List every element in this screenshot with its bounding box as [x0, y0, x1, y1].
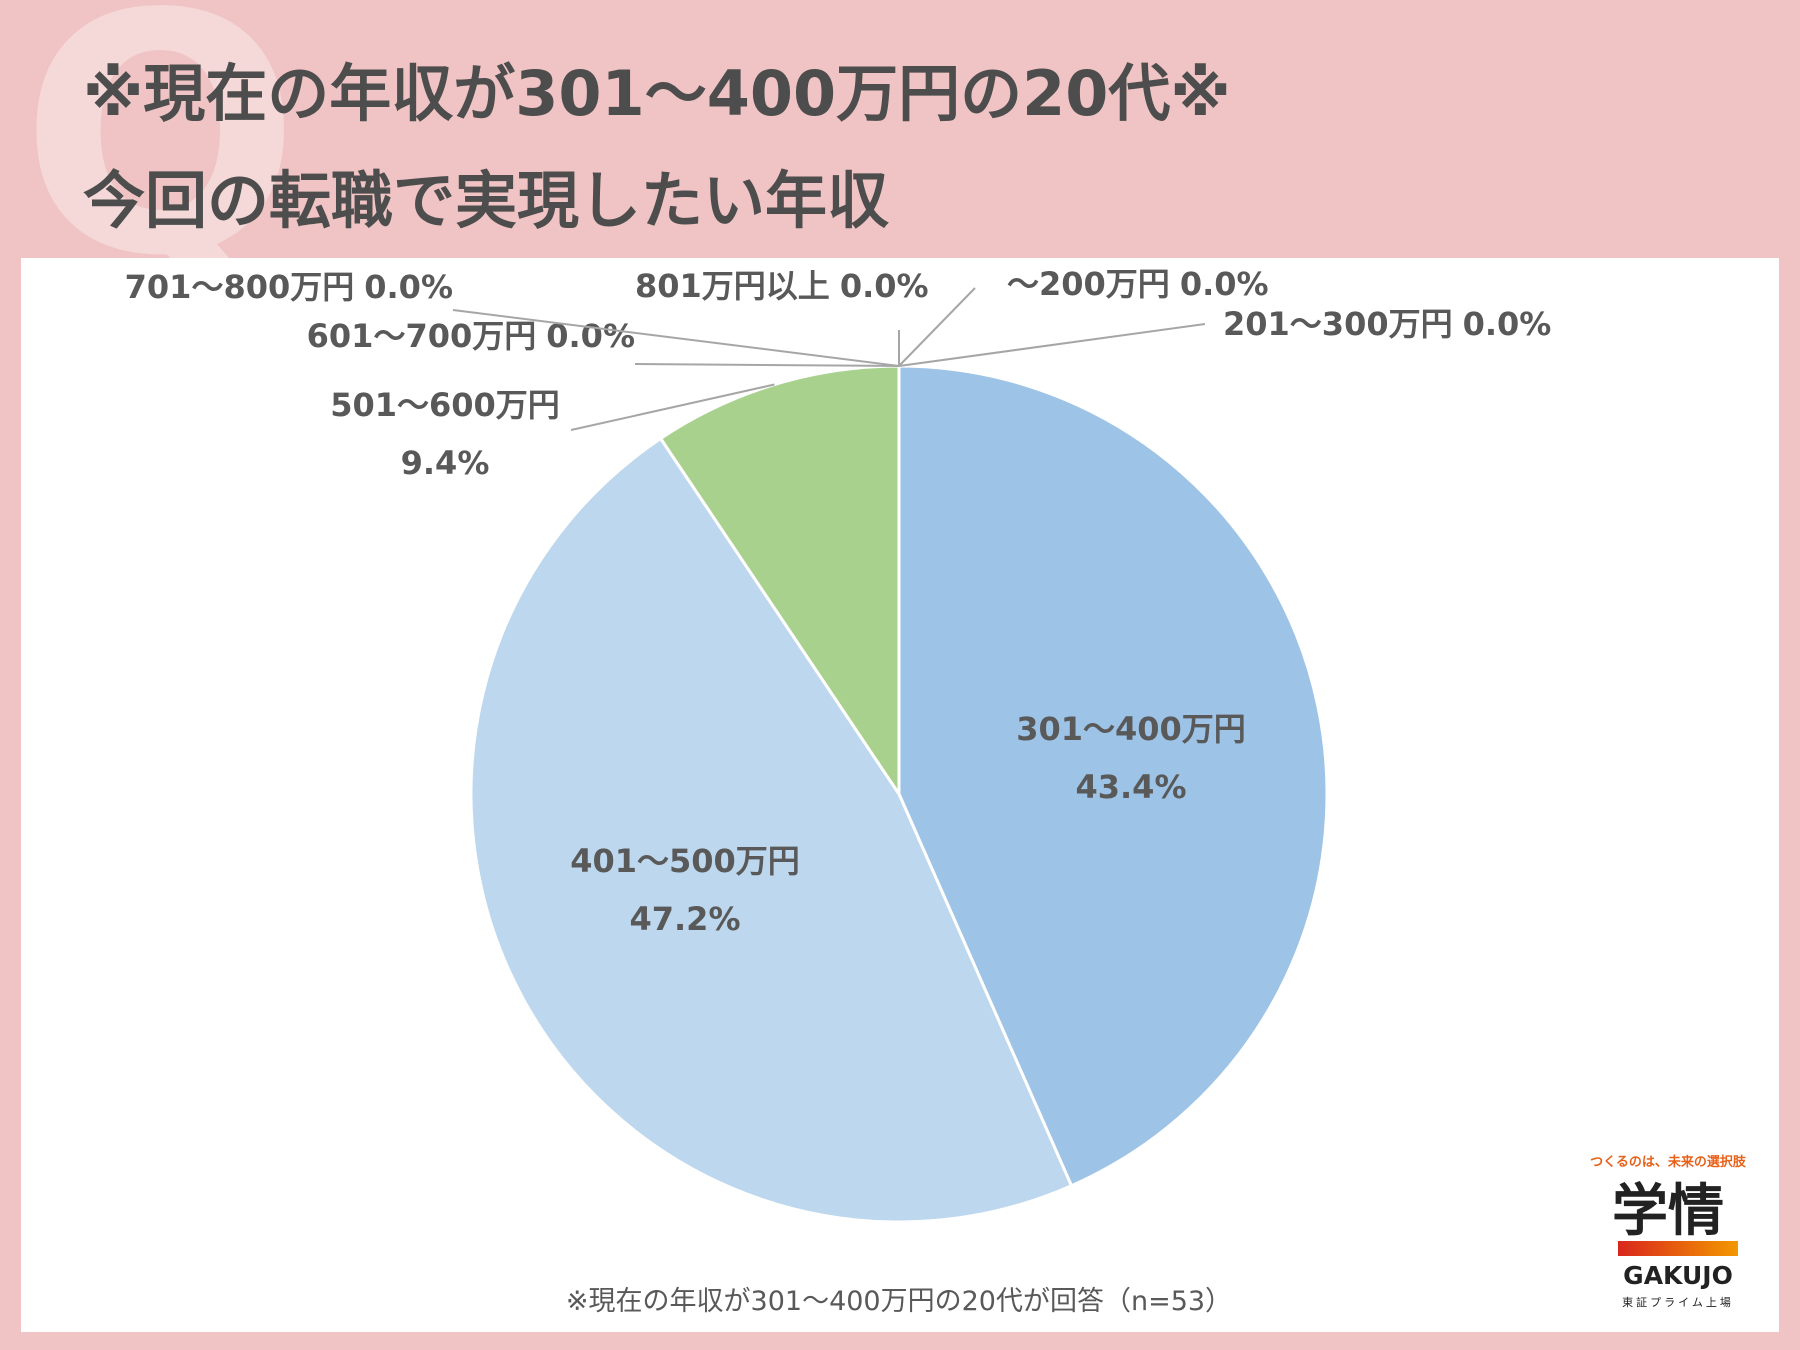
- value-label: 0.0%: [364, 268, 453, 306]
- category: 201～300万円: [1223, 305, 1453, 343]
- slice-label: 601～700万円 0.0%: [307, 317, 635, 355]
- slice-label: 501～600万円: [330, 386, 560, 424]
- value-label: 0.0%: [840, 267, 929, 305]
- logo-listing: 東証プライム上場: [1622, 1296, 1734, 1309]
- category: ～200万円: [1007, 265, 1170, 303]
- logo-bar: [1618, 1241, 1738, 1256]
- note: ※現在の年収が301～400万円の20代が回答（n=53）: [566, 1286, 1232, 1317]
- value-label: 43.4%: [1075, 768, 1186, 806]
- leader-line: [570, 383, 775, 431]
- logo-tagline: つくるのは、未来の選択肢: [1590, 1154, 1747, 1170]
- title: ※現在の年収が301～400万円の20代※: [83, 57, 1231, 130]
- value-label: 0.0%: [1463, 305, 1552, 343]
- title: 今回の転職で実現したい年収: [83, 164, 889, 237]
- pie-slice: [469, 436, 1074, 1224]
- slice-label: 201～300万円 0.0%: [1223, 305, 1551, 343]
- slice-label: 401～500万円: [570, 842, 800, 880]
- slice-label: 801万円以上 0.0%: [635, 267, 929, 305]
- value-label: 47.2%: [629, 900, 740, 938]
- leader-line: [452, 309, 900, 367]
- value-label: 0.0%: [1180, 265, 1269, 303]
- value-label: 9.4%: [401, 444, 490, 482]
- logo-name-en: GAKUJO: [1623, 1261, 1733, 1290]
- leader-line: [634, 363, 900, 367]
- logo-bg: [1588, 1145, 1748, 1315]
- logo: つくるのは、未来の選択肢 学情 GAKUJO 東証プライム上場: [1588, 1145, 1748, 1315]
- pie: [469, 364, 1329, 1224]
- category: 701～800万円: [125, 268, 355, 306]
- logo-name: 学情: [1612, 1179, 1724, 1244]
- leader-line: [898, 323, 1206, 367]
- slice-label: ～200万円 0.0%: [1007, 265, 1269, 303]
- category: 801万円以上: [635, 267, 830, 305]
- leader-line: [898, 287, 976, 367]
- pie-slice: [897, 364, 1329, 1188]
- category: 601～700万円: [307, 317, 537, 355]
- slice-label: 301～400万円: [1016, 710, 1246, 748]
- slice-label: 701～800万円 0.0%: [125, 268, 453, 306]
- labels: ～200万円 0.0%201～300万円 0.0%301～400万円43.4%401…: [125, 265, 1552, 938]
